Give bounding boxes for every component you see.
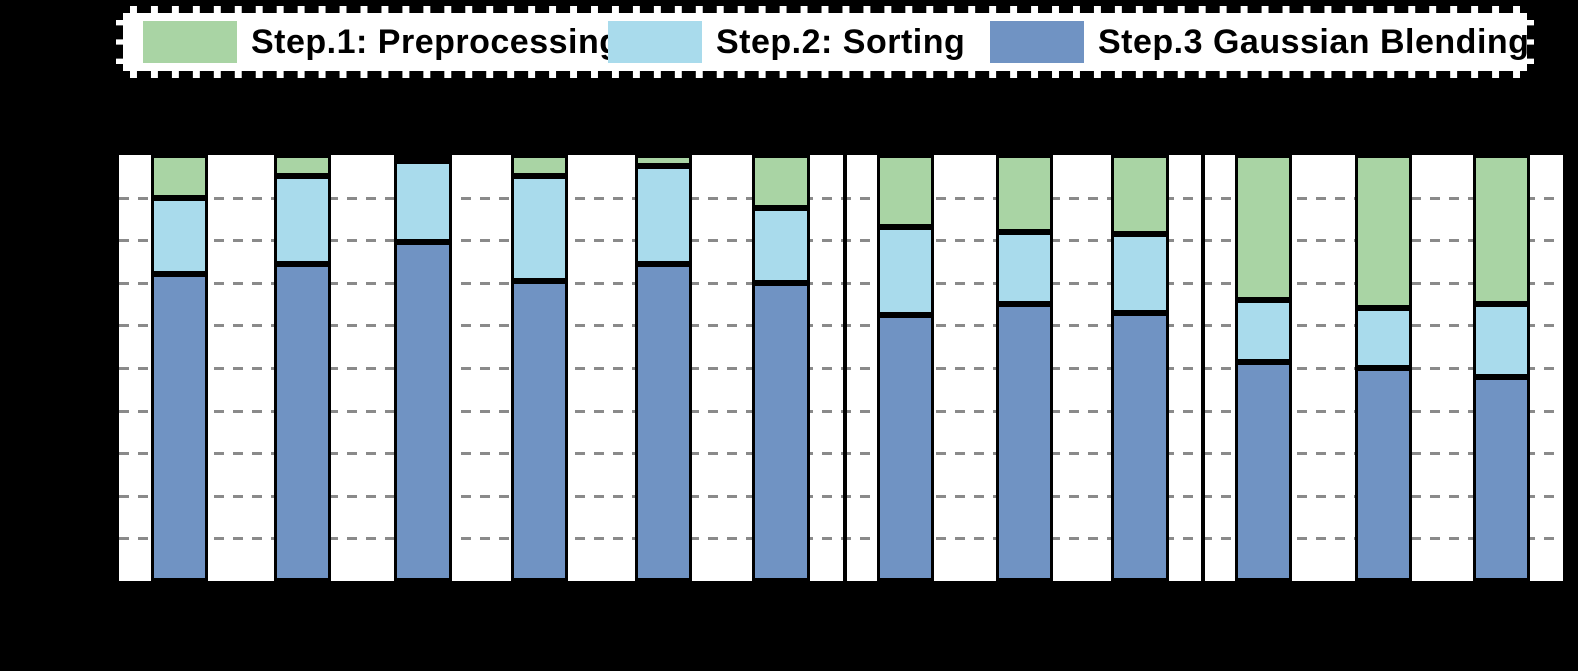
- bar-8-segment-sorting: [995, 231, 1053, 305]
- bar-3: [394, 155, 452, 581]
- bar-6: [752, 155, 810, 581]
- bar-3-segment-sorting: [394, 161, 452, 243]
- gridline-90pct: [119, 196, 1563, 200]
- bar-4: [510, 155, 569, 581]
- bar-11: [1354, 155, 1412, 581]
- bar-2-segment-sorting: [273, 176, 331, 264]
- bar-7: [876, 155, 935, 581]
- bar-11-segment-sorting: [1354, 308, 1412, 368]
- bar-12: [1473, 155, 1531, 581]
- bar-4-segment-gaussian-blending: [510, 280, 569, 581]
- legend: Step.1: Preprocessing Step.2: Sorting St…: [116, 6, 1534, 78]
- bar-7-segment-preprocessing: [876, 155, 935, 228]
- bar-1-segment-sorting: [150, 197, 209, 275]
- bar-7-segment-sorting: [876, 227, 935, 315]
- bar-3-segment-gaussian-blending: [394, 242, 452, 581]
- bar-8-segment-preprocessing: [995, 155, 1053, 232]
- gridline-50pct: [119, 367, 1563, 370]
- gridline-20pct: [119, 494, 1563, 498]
- gridline-60pct: [119, 324, 1563, 328]
- bar-6-segment-sorting: [752, 208, 810, 283]
- bar-4-segment-preprocessing: [510, 155, 569, 177]
- bar-12-segment-preprocessing: [1473, 155, 1531, 305]
- bar-8: [995, 155, 1053, 581]
- group-divider-2: [1201, 155, 1205, 581]
- legend-label-sorting: Step.2: Sorting: [716, 22, 966, 61]
- bar-1: [150, 155, 209, 581]
- bar-2-segment-preprocessing: [273, 155, 331, 177]
- gridline-10pct: [119, 537, 1563, 541]
- bar-5-segment-preprocessing: [634, 155, 692, 166]
- bar-10-segment-sorting: [1234, 299, 1293, 362]
- legend-item-preprocessing: Step.1: Preprocessing: [143, 13, 621, 71]
- legend-label-preprocessing: Step.1: Preprocessing: [251, 22, 621, 61]
- bar-3-segment-preprocessing: [394, 155, 452, 162]
- plot-area: [117, 153, 1565, 583]
- bar-7-segment-gaussian-blending: [876, 314, 935, 581]
- bar-5: [634, 155, 692, 581]
- bar-9-segment-gaussian-blending: [1111, 312, 1169, 581]
- bar-6-segment-preprocessing: [752, 155, 810, 209]
- bar-10: [1234, 155, 1293, 581]
- bar-9-segment-preprocessing: [1111, 155, 1169, 234]
- bar-10-segment-gaussian-blending: [1234, 361, 1293, 581]
- gridline-30pct: [119, 452, 1563, 456]
- gridline-80pct: [119, 239, 1563, 243]
- bar-1-segment-gaussian-blending: [150, 274, 209, 581]
- gridline-40pct: [119, 409, 1563, 413]
- legend-swatch-preprocessing-icon: [143, 21, 237, 63]
- legend-swatch-gaussian-blending-icon: [990, 21, 1084, 63]
- bar-4-segment-sorting: [510, 176, 569, 281]
- gridline-70pct: [119, 281, 1563, 285]
- bar-5-segment-gaussian-blending: [634, 263, 692, 581]
- bar-8-segment-gaussian-blending: [995, 304, 1053, 581]
- bar-2: [273, 155, 331, 581]
- legend-item-sorting: Step.2: Sorting: [608, 13, 965, 71]
- bar-2-segment-gaussian-blending: [273, 263, 331, 581]
- legend-label-gaussian-blending: Step.3 Gaussian Blending: [1098, 22, 1530, 61]
- group-divider-1: [843, 155, 848, 581]
- bar-6-segment-gaussian-blending: [752, 282, 810, 581]
- legend-item-gaussian-blending: Step.3 Gaussian Blending: [990, 13, 1529, 71]
- bar-12-segment-sorting: [1473, 304, 1531, 377]
- bar-9-segment-sorting: [1111, 233, 1169, 313]
- bar-11-segment-gaussian-blending: [1354, 367, 1412, 581]
- bar-12-segment-gaussian-blending: [1473, 376, 1531, 581]
- bar-10-segment-preprocessing: [1234, 155, 1293, 300]
- legend-swatch-sorting-icon: [608, 21, 702, 63]
- bar-5-segment-sorting: [634, 165, 692, 264]
- bar-11-segment-preprocessing: [1354, 155, 1412, 309]
- bar-9: [1111, 155, 1169, 581]
- bar-1-segment-preprocessing: [150, 155, 209, 198]
